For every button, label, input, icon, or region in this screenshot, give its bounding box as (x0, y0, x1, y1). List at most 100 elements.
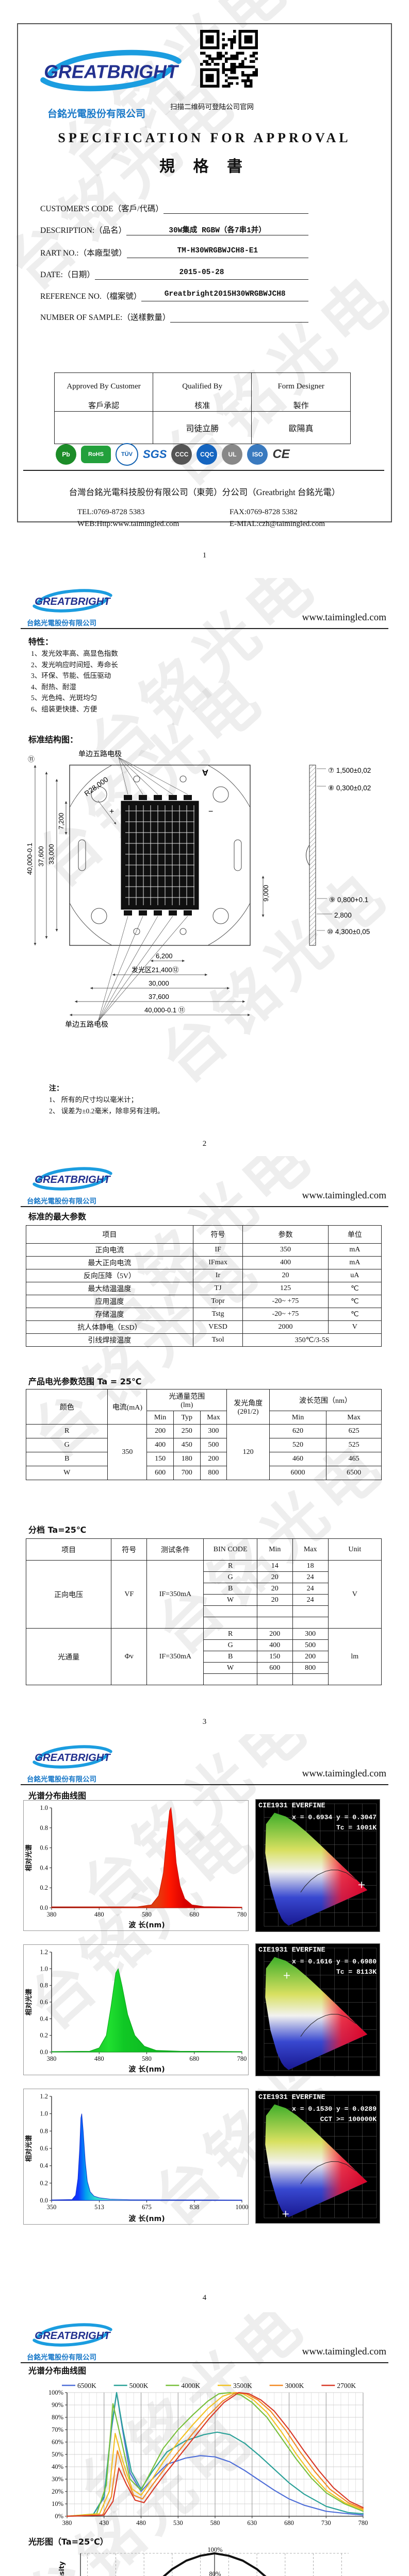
greatbright-logo: GREATBRIGHT (40, 49, 182, 92)
cell (256, 1605, 293, 1617)
cell: 抗人体静电（ESD） (26, 1320, 193, 1334)
svg-text:1.0: 1.0 (40, 2110, 48, 2117)
divider (23, 470, 384, 471)
svg-text:480: 480 (94, 1911, 104, 1918)
cell: 300 (200, 1424, 227, 1438)
cell: W (203, 1594, 257, 1606)
cell: 700 (173, 1466, 201, 1480)
cell: 6000 (269, 1466, 327, 1480)
ul-icon: UL (222, 444, 243, 465)
cell: Φv (111, 1628, 148, 1685)
cell: ℃ (328, 1295, 382, 1308)
table-row: 司徒立勝 歐陽真 (54, 411, 351, 444)
max-ratings-table: 项目 符号 参数 单位 正向电流 IF 350 mA 最大正向电流 IFmax 400 mA… (26, 1225, 382, 1347)
features-list: 1、发光效率高、高显色指数 2、发光响应时间短、寿命长 3、环保、节能、低压驱动… (31, 648, 118, 715)
cell: Tsol (192, 1333, 243, 1347)
svg-text:1.0: 1.0 (40, 1965, 48, 1972)
svg-text:780: 780 (237, 2055, 247, 2062)
svg-text:100%: 100% (48, 2389, 63, 2396)
field-description: DESCRIPTION:（品名） 30W集成 RGBW（各7串1并） (40, 224, 308, 235)
cell: 450 (173, 1438, 201, 1452)
cell: 180 (173, 1452, 201, 1466)
fax: FAX:0769-8728 5382 (230, 508, 298, 516)
logo-swoosh-top (47, 49, 182, 77)
table-row: 项目 符号 测试条件 BIN CODE Min Max Unit (25, 1538, 382, 1561)
company-name-cn: 台銘光電股份有限公司 (27, 1197, 96, 1206)
svg-text:相对光谱: 相对光谱 (25, 1844, 33, 1871)
cell: Approved By Customer 客戶承認 (54, 372, 154, 412)
field-sample-count: NUMBER OF SAMPLE:（送樣數量） (40, 311, 308, 323)
cell: Ir (192, 1269, 243, 1282)
cell: Min (146, 1411, 174, 1425)
cell: B (203, 1583, 257, 1595)
cell: IF (192, 1243, 243, 1257)
dim-376-bottom: 37,600 (149, 993, 169, 1001)
web: WEB:Http:www.taimingled.com (77, 520, 179, 528)
company-name-cn: 台銘光電股份有限公司 (27, 2353, 96, 2362)
hdr-en: Approved By Customer (67, 382, 141, 391)
cell: 520 (269, 1438, 327, 1452)
cell: 150 (146, 1452, 174, 1466)
cell: 200 (292, 1651, 329, 1663)
page-header: GREATBRIGHT 台銘光電股份有限公司 www.taimingled.co… (21, 578, 388, 629)
cell: Max (200, 1411, 227, 1425)
cell: Topr (192, 1295, 243, 1308)
logo-text: GREATBRIGHT (35, 1174, 111, 1185)
cell: 24 (292, 1594, 329, 1606)
logo-text: GREATBRIGHT (35, 2330, 111, 2342)
hdr-cn: 核准 (194, 402, 210, 410)
svg-text:838: 838 (190, 2204, 200, 2211)
table-row: 最大正向电流 IFmax 400 mA (26, 1256, 382, 1269)
cell: 符号 (111, 1538, 148, 1561)
table-row: Approved By Customer 客戶承認 Qualified By 核… (54, 372, 351, 412)
page-header: GREATBRIGHT 台銘光電股份有限公司 www.taimingled.co… (21, 1734, 388, 1785)
cell: 单位 (328, 1225, 382, 1244)
cell (203, 1617, 257, 1629)
cell: V (328, 1320, 382, 1334)
table-row: B 150 180 200 460 465 (25, 1452, 382, 1466)
dim-r28: R28,000 (83, 775, 109, 798)
dim-72: 7,200 (57, 812, 65, 829)
dim-33: 33,000 (47, 844, 55, 865)
svg-text:3500K: 3500K (233, 2382, 252, 2389)
table-row: 存储温度 Tstg -20~ +75 ℃ (26, 1308, 382, 1321)
cell: 500 (292, 1639, 329, 1651)
table-row: W 20 24 (26, 1594, 382, 1606)
red-spectrum-chart: 380 480 580 680 780 0.0 0.2 0.4 0.6 0.8 1.0 波 长(nm)… (23, 1800, 249, 1931)
svg-text:480: 480 (94, 2055, 104, 2062)
cell: G (25, 1438, 108, 1452)
svg-text:30%: 30% (52, 2476, 63, 2483)
table-row: W 600 800 (26, 1662, 382, 1674)
field-label: REFERENCE NO.（檔案號） (40, 292, 142, 301)
cell: R (203, 1628, 257, 1640)
cie-diagram-blue: CIE1931 EVERFINE x = 0.1530 y = 0.0289 CCT… (255, 2091, 380, 2224)
cell (292, 1673, 329, 1685)
list-item: 5、光色纯、光斑均匀 (31, 694, 97, 702)
field-date: DATE:（日期） 2015-05-28 (40, 268, 308, 280)
cell: ℃ (328, 1308, 382, 1321)
cell: 正向电流 (26, 1243, 193, 1257)
svg-text:Tc = 1001K: Tc = 1001K (336, 1824, 377, 1832)
cqc-icon: CQC (197, 444, 218, 465)
tel: TEL:0769-8728 5383 (77, 508, 145, 516)
features-title: 特性： (28, 637, 54, 647)
dim-30: 30,000 (149, 979, 169, 987)
table-row: 引线焊接温度 Tsol 350℃/3-5S (26, 1333, 382, 1347)
svg-text:1000: 1000 (236, 2204, 249, 2211)
logo-swoosh-bottom (40, 64, 175, 92)
svg-text:0.8: 0.8 (40, 2127, 48, 2134)
table-row: W 600 700 800 6000 6500 (25, 1466, 382, 1480)
cell: 电流(mA) (107, 1389, 148, 1425)
table-row (26, 1617, 382, 1629)
page-header: GREATBRIGHT 台銘光電股份有限公司 www.taimingled.co… (21, 2312, 388, 2363)
list-item: 1、发光效率高、高显色指数 (31, 650, 118, 657)
cell: 歐陽真 (251, 411, 351, 444)
svg-text:x = 0.6934 y = 0.3047: x = 0.6934 y = 0.3047 (292, 1814, 377, 1821)
cell: 颜色 (25, 1389, 108, 1425)
white-spectrum-title: 光谱分布曲线图 (28, 2366, 87, 2376)
dim-10: ⑩ 4,300±0,05 (327, 928, 370, 936)
cell: 620 (269, 1424, 327, 1438)
svg-text:380: 380 (62, 2519, 72, 2527)
cell: 参数 (242, 1225, 329, 1244)
svg-text:580: 580 (142, 2055, 152, 2062)
